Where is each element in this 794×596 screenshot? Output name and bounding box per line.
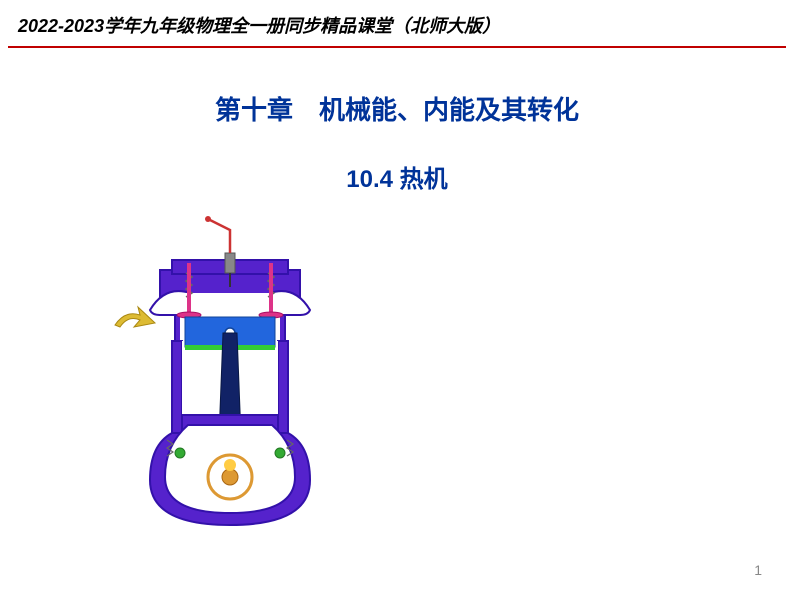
- chapter-title: 第十章 机械能、内能及其转化: [0, 90, 794, 127]
- course-header: 2022-2023学年九年级物理全一册同步精品课堂（北师大版）: [0, 0, 794, 46]
- engine-svg: [110, 215, 350, 535]
- right-pin: [275, 448, 285, 458]
- section-title: 10.4 热机: [0, 159, 794, 194]
- spark-plug-terminal: [205, 216, 211, 222]
- header-divider: [8, 46, 786, 48]
- spark-plug-body: [225, 253, 235, 273]
- page-number: 1: [754, 562, 762, 578]
- spark-plug-wire: [210, 220, 230, 253]
- engine-diagram: [110, 215, 350, 535]
- cylinder-wall-left: [172, 341, 182, 436]
- left-pin: [175, 448, 185, 458]
- header-text: 2022-2023学年九年级物理全一册同步精品课堂（北师大版）: [18, 16, 500, 36]
- crank-pin: [224, 459, 236, 471]
- crankshaft-center: [222, 469, 238, 485]
- cylinder-wall-right: [278, 341, 288, 436]
